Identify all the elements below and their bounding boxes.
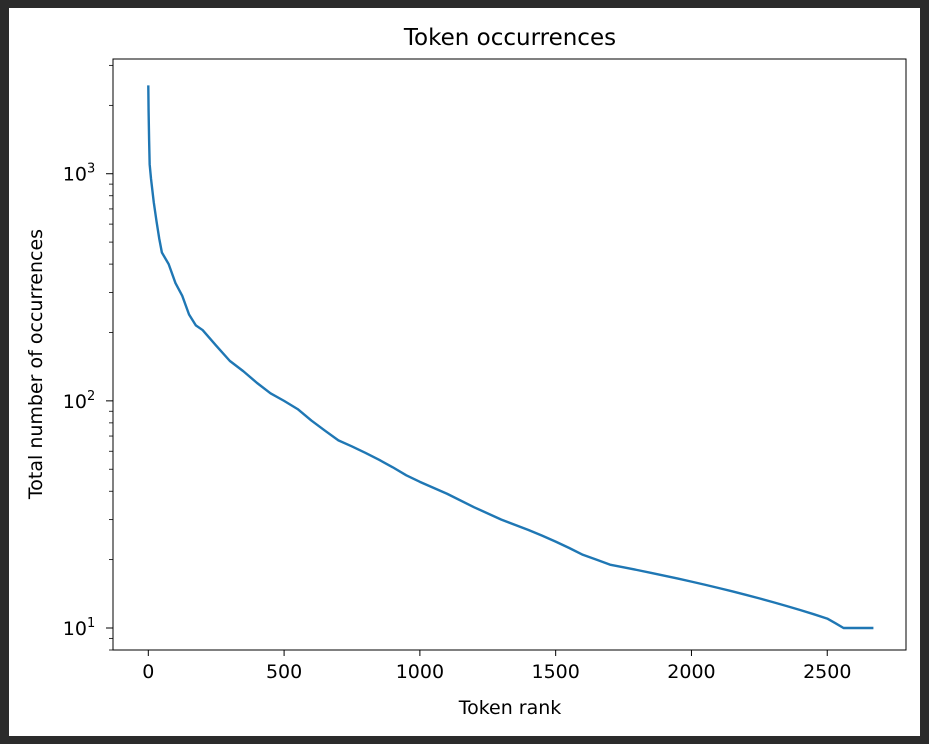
x-tick-label: 1500 [531, 661, 579, 683]
x-tick-label: 2500 [803, 661, 851, 683]
figure-canvas: 101 102 103 0 500 1000 1500 2000 2500 Token occ… [9, 8, 920, 736]
y-axis: 101 102 103 [63, 64, 113, 651]
y-tick-label: 101 [63, 616, 95, 640]
x-tick-label: 0 [142, 661, 154, 683]
y-tick-label: 103 [63, 162, 95, 186]
y-axis-label: Total number of occurrences [25, 229, 47, 500]
x-tick-label: 2000 [667, 661, 715, 683]
chart-title: Token occurrences [403, 25, 616, 51]
x-axis-label: Token rank [458, 697, 562, 719]
plot-area [112, 58, 907, 651]
series-layer [147, 85, 874, 630]
y-tick-label: 102 [63, 389, 95, 413]
x-axis: 0 500 1000 1500 2000 2500 [142, 650, 851, 683]
plot-frame [112, 58, 907, 651]
x-tick-label: 1000 [396, 661, 444, 683]
series-line-0 [147, 85, 874, 630]
line-chart: 101 102 103 0 500 1000 1500 2000 2500 Token occ… [25, 25, 907, 719]
x-tick-label: 500 [266, 661, 302, 683]
